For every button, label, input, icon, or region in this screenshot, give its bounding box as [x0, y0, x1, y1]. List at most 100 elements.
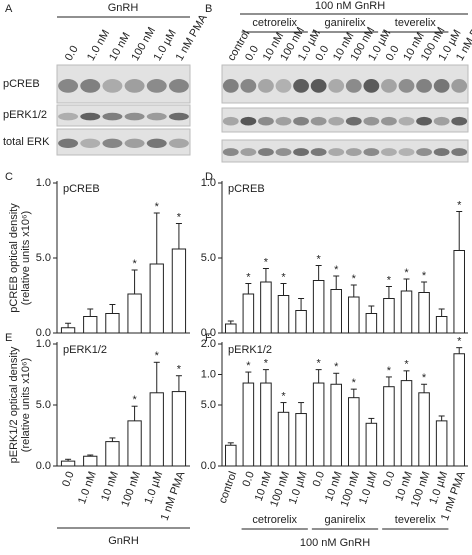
panel-letter: E [5, 332, 12, 344]
significance-mark: * [281, 390, 286, 402]
chart-title: pERK1/2 [228, 344, 272, 356]
significance-mark: * [246, 271, 251, 283]
x-tick-label: 1.0 nM [76, 470, 99, 506]
significance-mark: * [404, 267, 409, 279]
blot-header: GnRH [108, 2, 139, 14]
blot-band [102, 138, 123, 148]
blot-band [146, 79, 167, 93]
blot-band [293, 148, 309, 157]
significance-mark: * [132, 258, 137, 270]
column-label: 0.0 [313, 44, 331, 63]
blot-band [146, 112, 167, 121]
blot-strip [56, 128, 191, 156]
bar [225, 444, 237, 467]
significance-mark: * [264, 358, 269, 370]
bar [330, 289, 342, 334]
blot-band [416, 79, 432, 93]
blot-band [222, 116, 239, 126]
bar [348, 296, 360, 334]
bar [330, 383, 342, 467]
group-label: ganirelix [325, 17, 366, 29]
blot-band [310, 148, 327, 157]
bar [149, 392, 164, 467]
chart-title: pCREB [63, 183, 100, 195]
y-axis-title: (relative units x10⁶) [20, 358, 32, 452]
blot-band [258, 116, 274, 126]
blot-band [58, 79, 79, 93]
significance-mark: * [246, 360, 251, 372]
blot-band [102, 79, 123, 93]
bar [295, 310, 307, 334]
significance-mark: * [334, 361, 339, 373]
bar [418, 292, 430, 334]
blot-band [293, 116, 309, 126]
blot-band [80, 138, 101, 148]
bar [171, 248, 187, 334]
significance-mark: * [155, 201, 160, 213]
blot-band [293, 79, 309, 93]
x-tick-label: 0.0 [311, 470, 328, 488]
blot-band [345, 148, 362, 157]
bar [453, 250, 465, 334]
x-axis-title: GnRH [108, 535, 139, 547]
blot-band [124, 112, 145, 121]
y-tick-label: 5.0 [201, 252, 216, 264]
bar [277, 295, 290, 334]
blot-strip [221, 139, 469, 163]
bar [365, 313, 378, 334]
significance-mark: * [422, 270, 427, 282]
panel-letter: B [205, 3, 212, 15]
y-tick-label: 5.0 [201, 399, 216, 411]
bar [225, 323, 237, 334]
bar [348, 397, 360, 467]
blot-band [451, 148, 468, 157]
bar [400, 380, 413, 467]
blot-band [168, 138, 189, 148]
column-label: 1 nM PMA [174, 12, 210, 63]
bar [260, 382, 272, 467]
row-label: pCREB [3, 78, 40, 90]
blot-band [240, 116, 257, 126]
blot-band [451, 79, 468, 93]
x-tick-label: 100 nM [119, 470, 143, 509]
blot-band [398, 79, 415, 93]
significance-mark: * [264, 256, 269, 268]
bar [60, 460, 76, 467]
panel-letter: C [5, 171, 13, 183]
bar [418, 392, 430, 467]
bar [400, 290, 413, 334]
significance-mark: * [352, 273, 357, 285]
significance-mark: * [387, 365, 392, 377]
bar [312, 382, 325, 467]
y-tick-label: 5.0 [36, 252, 51, 264]
y-axis-title: (relative units x10⁶) [20, 211, 32, 305]
column-label: 0.0 [243, 44, 261, 63]
blot-band [381, 79, 397, 93]
blot-band [433, 148, 450, 157]
significance-mark: * [457, 199, 462, 211]
bar [277, 411, 290, 467]
y-tick-label: 0.0 [36, 460, 51, 472]
blot-band [451, 116, 468, 126]
bar [83, 455, 98, 467]
significance-mark: * [132, 394, 137, 406]
blot-band [124, 138, 145, 148]
blot-band [433, 79, 450, 93]
blot-band [168, 112, 189, 121]
significance-mark: * [281, 271, 286, 283]
significance-mark: * [155, 350, 160, 362]
blot-strip [56, 104, 191, 127]
blot-band [240, 148, 257, 157]
y-axis-title: pERK1/2 optical density [8, 346, 20, 463]
blot-band [310, 116, 327, 126]
chart-title: pCREB [228, 183, 265, 195]
bar [127, 420, 142, 467]
blot-band [328, 148, 345, 157]
column-label: 0.0 [63, 44, 81, 63]
blot-band [222, 148, 239, 157]
blot-band [363, 79, 380, 93]
bar [105, 441, 120, 467]
y-tick-label: 5.0 [36, 399, 51, 411]
blot-band [58, 138, 79, 148]
panel-letter: F [205, 332, 212, 344]
